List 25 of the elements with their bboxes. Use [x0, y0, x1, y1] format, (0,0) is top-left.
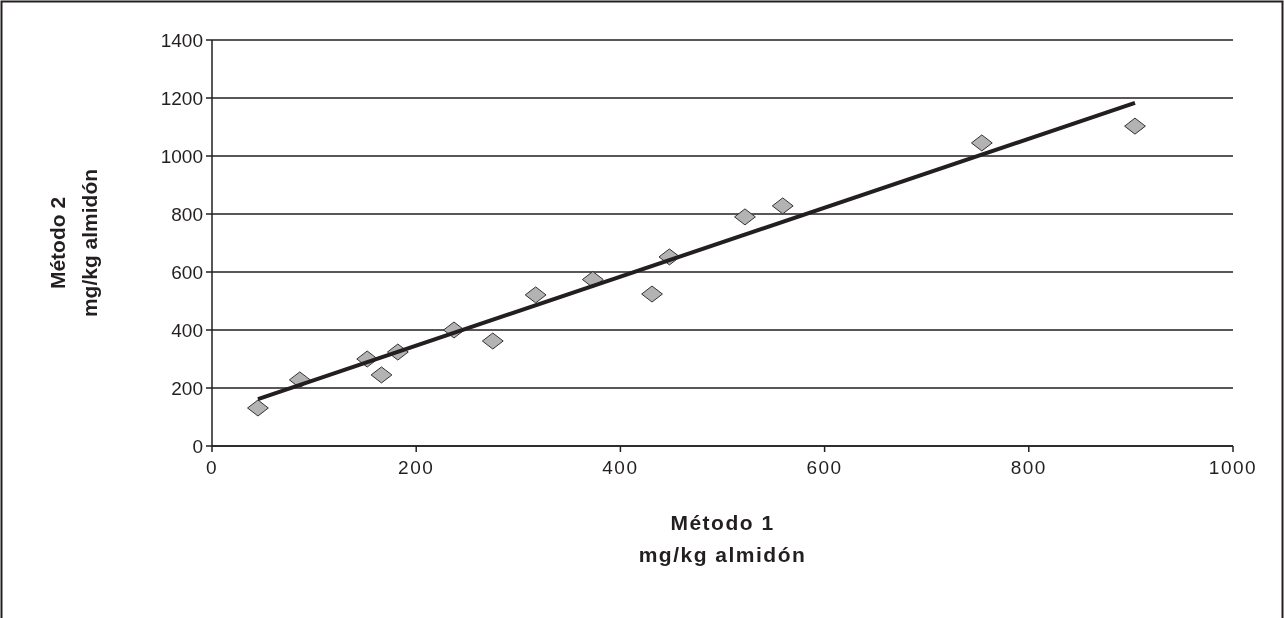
point: [524, 286, 547, 304]
y-tick-label: 800: [171, 203, 203, 225]
x-tick-label: 0: [205, 457, 219, 478]
point: [641, 285, 663, 303]
y-tick-label: 600: [171, 261, 203, 283]
y-tick-label: 1400: [160, 29, 203, 51]
x-tick-label: 200: [398, 457, 435, 478]
x-tick-label: 600: [806, 457, 843, 478]
y-tick-label: 200: [171, 377, 203, 399]
point: [1124, 117, 1146, 135]
point: [481, 332, 504, 350]
y-tick-label: 400: [171, 319, 203, 341]
y-tick-label: 0: [192, 435, 203, 457]
x-tick-label: 400: [602, 457, 639, 478]
point: [970, 134, 993, 152]
point: [370, 366, 393, 384]
x-axis-title: Método 1 mg/kg almidón: [638, 511, 807, 566]
x-tick-label: 800: [1010, 457, 1047, 478]
y-tick-label: 1200: [160, 87, 203, 109]
point: [734, 208, 756, 226]
x-tick-label: 1000: [1208, 457, 1258, 478]
point: [771, 197, 794, 215]
y-tick-label: 1000: [160, 145, 203, 167]
y-axis-title: Método 2 mg/kg almidón: [46, 168, 101, 318]
point: [247, 399, 269, 417]
